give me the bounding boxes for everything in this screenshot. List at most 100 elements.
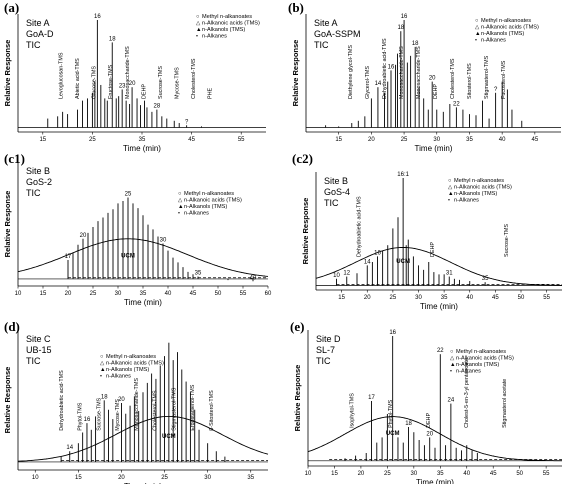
ucm-hump: [315, 246, 562, 286]
legend-label: n-Alkanes: [202, 34, 227, 40]
x-tick-label: 45: [490, 471, 497, 477]
compound-annotation: Fucosterol-TMS: [501, 60, 507, 99]
panel-label: (e): [290, 319, 304, 334]
peak-label: 16: [84, 417, 91, 423]
x-tick-label: 25: [89, 137, 96, 143]
x-tick-label: 20: [118, 475, 125, 481]
site-label: GoS-4: [324, 187, 350, 197]
legend-symbol: △: [450, 356, 455, 362]
compound-annotation: Ergostadienol-TMS: [190, 384, 196, 431]
compound-annotation: Abietic acid-TMS: [75, 58, 81, 99]
legend-label: n-Alkanols (TMS): [454, 191, 497, 197]
legend-label: n-Alkanoic acids (TMS): [184, 198, 242, 204]
legend-label: Methyl n-alkanoates: [456, 349, 506, 355]
legend-label: Methyl n-alkanoates: [106, 354, 156, 360]
site-label: TIC: [316, 356, 331, 366]
x-tick-label: 10: [32, 475, 39, 481]
legend-symbol: ○: [448, 178, 451, 184]
y-axis-label: Relative Response: [293, 365, 302, 432]
x-tick-label: 55: [238, 137, 245, 143]
compound-annotation: Stigmasterol-TMS: [484, 55, 490, 99]
legend-label: n-Alkanols (TMS): [106, 367, 149, 373]
legend-label: n-Alkanols (TMS): [481, 31, 524, 37]
panel-label: (a): [4, 0, 19, 15]
x-tick-label: 10: [15, 291, 22, 297]
x-axis-label: Time (min): [416, 478, 454, 484]
compound-annotation: Glycerol-TMS: [365, 66, 371, 99]
x-tick-label: 25: [384, 471, 391, 477]
x-tick-label: 40: [466, 295, 473, 301]
compound-annotation: Mycose-TMS: [115, 399, 121, 431]
site-label: TIC: [26, 40, 41, 50]
legend-label: Methyl n-alkanoates: [481, 18, 531, 24]
y-axis-label: Relative Response: [3, 191, 12, 258]
peak-label: 14: [66, 445, 73, 451]
legend-symbol: △: [196, 21, 201, 27]
x-tick-label: 30: [433, 137, 440, 143]
peak-label: ?: [185, 119, 189, 125]
legend-symbol: ▲: [475, 31, 481, 37]
site-label: Site C: [26, 334, 51, 344]
x-tick-label: 35: [437, 471, 444, 477]
legend-label: n-Alkanols (TMS): [202, 27, 245, 33]
legend-label: Methyl n-alkanoates: [454, 178, 504, 184]
site-label: Site A: [314, 18, 338, 28]
site-label: SL-7: [316, 345, 335, 355]
compound-annotation: Stigmasterol acetate: [502, 379, 508, 428]
y-axis-label: Relative Response: [291, 40, 300, 107]
peak-label: 16: [388, 64, 395, 70]
x-tick-label: 45: [492, 295, 499, 301]
compound-annotation: DEHP: [141, 84, 147, 99]
x-tick-label: 20: [358, 471, 365, 477]
peak-label: 18: [101, 394, 108, 400]
x-tick-label: 40: [463, 471, 470, 477]
site-label: Site B: [26, 166, 50, 176]
panel-label: (b): [288, 0, 304, 15]
site-label: GoA-D: [26, 29, 54, 39]
compound-annotation: Monosaccharide-TMS: [125, 46, 131, 99]
x-tick-label: 50: [518, 295, 525, 301]
x-tick-label: 55: [543, 471, 550, 477]
peak-label: 12: [343, 271, 350, 277]
peak-label: 16: [94, 14, 101, 20]
site-label: GoA-SSPM: [314, 29, 361, 39]
site-label: TIC: [26, 188, 41, 198]
panel-label: (c1): [4, 151, 25, 166]
x-tick-label: 15: [75, 475, 82, 481]
legend-symbol: •: [100, 374, 102, 380]
compound-annotation: Fructose-TMS: [108, 64, 114, 99]
peak-label: ?: [494, 87, 498, 93]
compound-annotation: Sitosterol-TMS: [467, 63, 473, 99]
compound-annotation: Monosaccharide-TMS: [134, 378, 140, 431]
x-tick-label: 30: [410, 471, 417, 477]
compound-annotation: Sucrose-TMS: [158, 66, 164, 99]
peak-label: 22: [437, 348, 444, 354]
legend-label: n-Alkanes: [481, 38, 506, 44]
peak-label: 20: [80, 233, 87, 239]
compound-annotation: Isophytol-TMS: [350, 393, 356, 428]
x-tick-label: 40: [165, 291, 172, 297]
legend-symbol: ▲: [196, 27, 202, 33]
legend-label: n-Alkanes: [106, 374, 131, 380]
peak-label: 18: [405, 421, 412, 427]
legend-label: n-Alkanoic acids (TMS): [454, 185, 512, 191]
x-tick-label: 50: [215, 291, 222, 297]
peak-label: 40: [250, 275, 257, 281]
x-tick-label: 45: [532, 137, 539, 143]
compound-annotation: DEHP: [426, 413, 432, 428]
compound-annotation: Phytol-TMS: [78, 402, 84, 431]
y-axis-label: Relative Response: [3, 367, 12, 434]
peak-label: 16: [374, 250, 381, 256]
panel-label: (d): [4, 319, 20, 334]
compound-annotation: Dehydroabietic acid-TMS: [382, 38, 388, 99]
peak-label: 24: [448, 398, 455, 404]
compound-annotation: Monosaccharide-TMS: [416, 46, 422, 99]
compound-annotation: Sucrose-TMS: [504, 224, 510, 257]
legend-symbol: △: [178, 198, 183, 204]
peak-label: 22: [453, 101, 460, 107]
y-axis-label: Relative Response: [301, 198, 310, 265]
site-label: TIC: [324, 198, 339, 208]
peak-label: 14: [364, 259, 371, 265]
x-tick-label: 30: [204, 475, 211, 481]
x-tick-label: 15: [335, 137, 342, 143]
